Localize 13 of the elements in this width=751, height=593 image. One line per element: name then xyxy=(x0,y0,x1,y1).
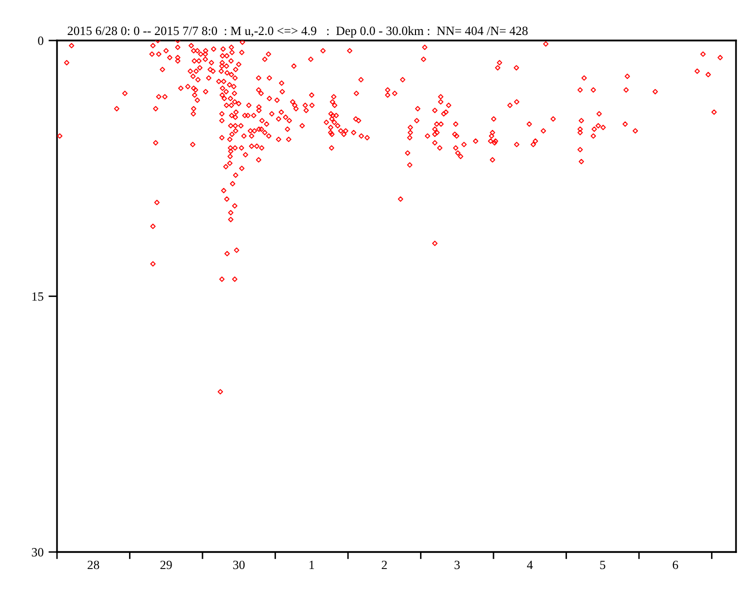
y-tick-label: 15 xyxy=(32,292,44,301)
x-tick-label: 3 xyxy=(454,560,460,570)
x-tick-label: 28 xyxy=(88,560,100,570)
x-tick-label: 2 xyxy=(382,560,387,570)
x-tick-label: 6 xyxy=(672,560,678,570)
x-tick-label: 1 xyxy=(310,560,314,570)
x-tick-label: 30 xyxy=(233,560,245,570)
y-tick-label: 30 xyxy=(32,548,44,556)
x-tick-label: 5 xyxy=(600,560,606,570)
chart-title: 2015 6/28 0: 0 -- 2015 7/7 8:0 : M u,-2.0 <=> 4.9 : Dep 0.0 - 30.0km : NN= 404 /N= 428 xyxy=(68,26,528,38)
x-tick-label: 4 xyxy=(526,560,533,570)
x-tick-label: 29 xyxy=(160,560,172,570)
y-tick-label: 0 xyxy=(38,36,44,45)
